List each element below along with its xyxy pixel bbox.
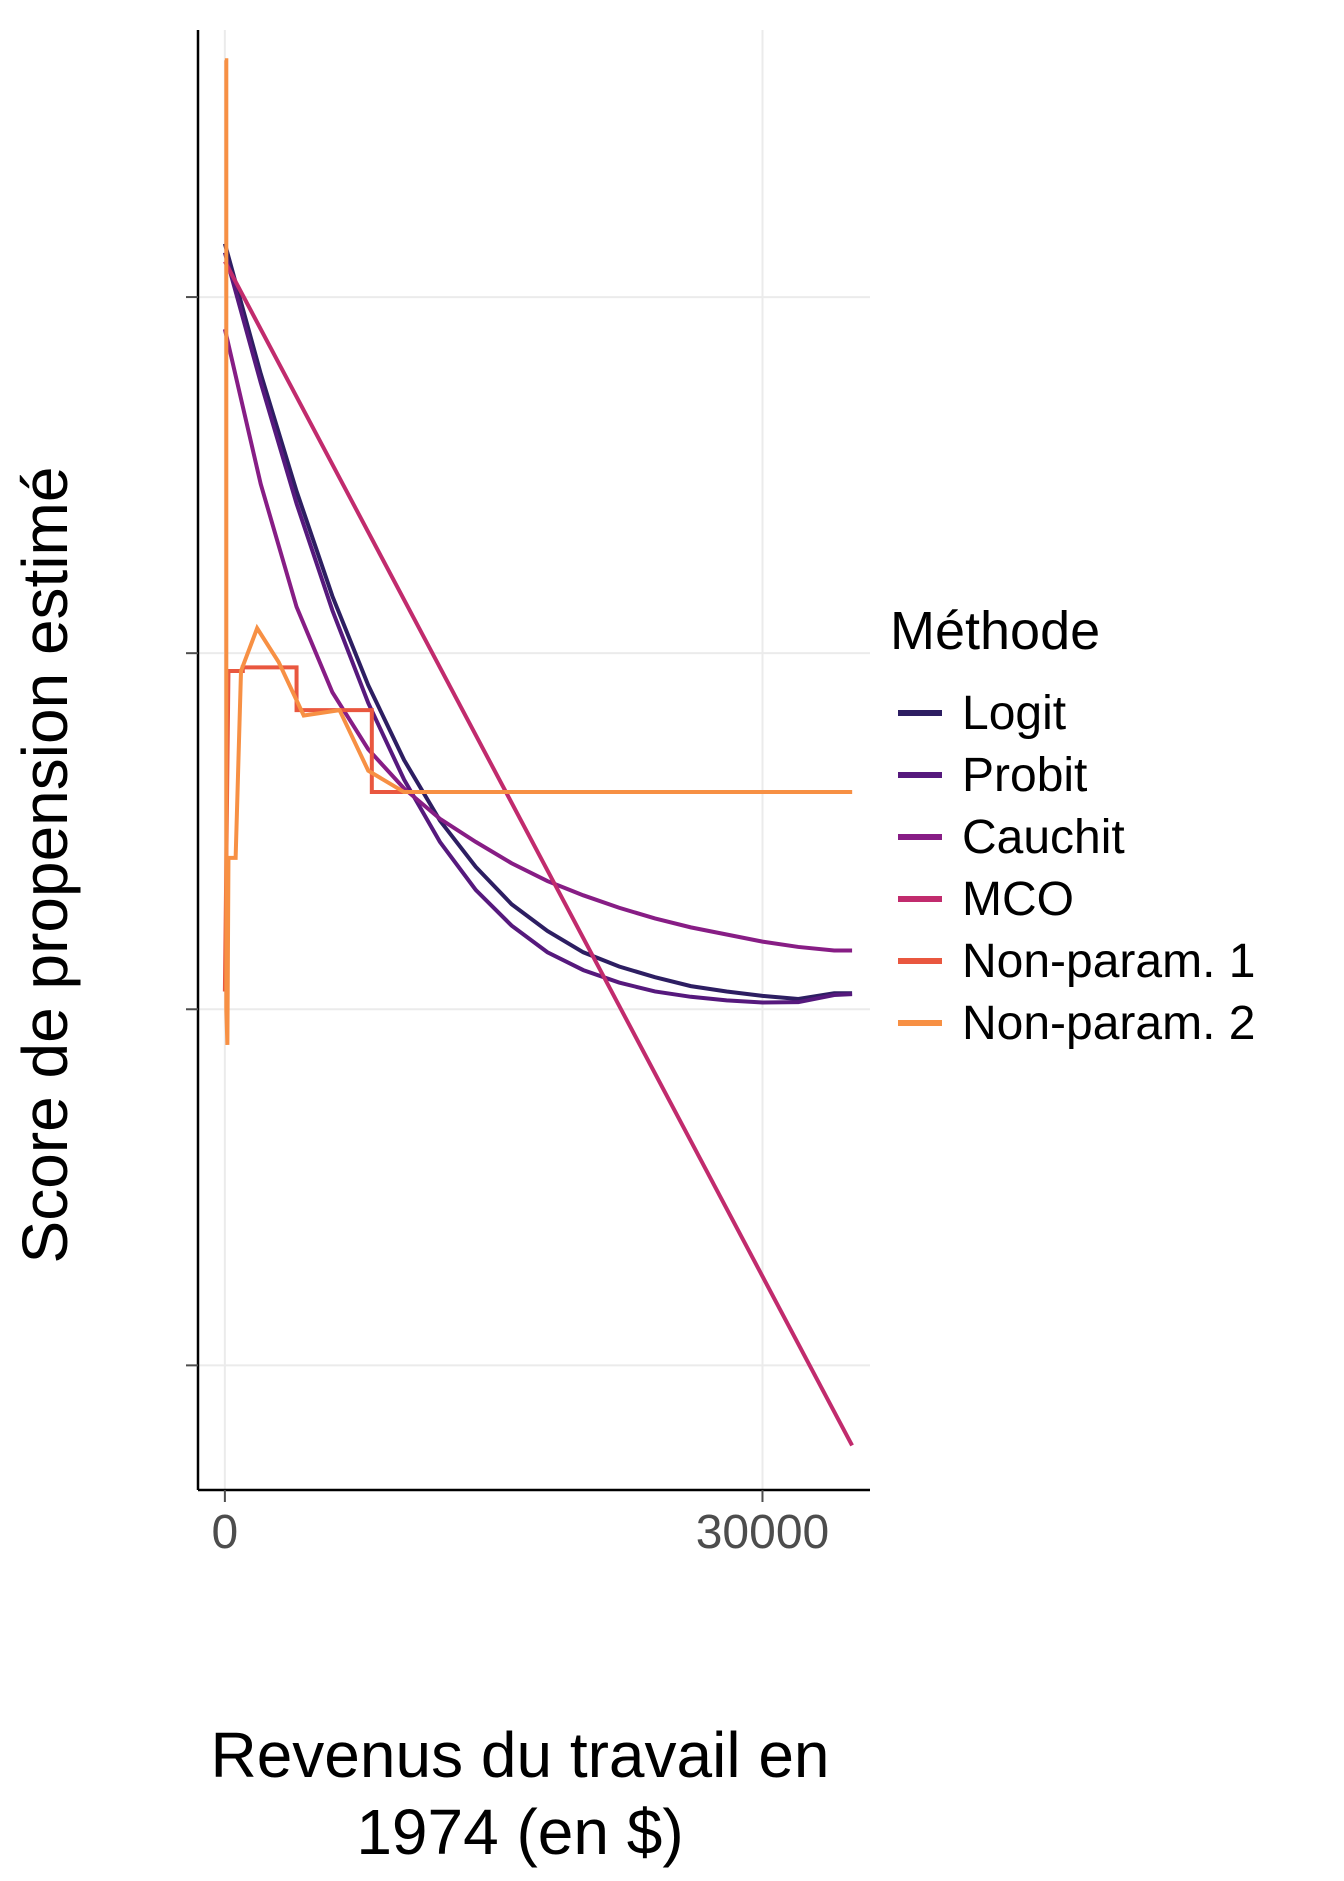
legend-title: Méthode: [890, 600, 1330, 662]
legend-swatch-icon: [890, 869, 950, 929]
legend-item-label: MCO: [962, 872, 1074, 927]
legend-item: Cauchit: [890, 806, 1330, 868]
legend-item-label: Non-param. 1: [962, 934, 1255, 989]
legend-item-label: Non-param. 2: [962, 996, 1255, 1051]
legend-swatch-icon: [890, 683, 950, 743]
legend: Méthode Logit Probit Cauchit MCO Non-param. …: [890, 600, 1330, 1054]
legend-item-label: Logit: [962, 686, 1066, 741]
legend-item-label: Cauchit: [962, 810, 1125, 865]
legend-swatch-icon: [890, 745, 950, 805]
legend-item: Logit: [890, 682, 1330, 744]
legend-swatch-icon: [890, 807, 950, 867]
legend-item-label: Probit: [962, 748, 1087, 803]
x-axis-label: Revenus du travail en 1974 (en $): [180, 1717, 860, 1871]
x-tick-label: 30000: [696, 1506, 829, 1559]
legend-item: Non-param. 1: [890, 930, 1330, 992]
chart-plot: 030000-20%0%20%40%: [180, 20, 880, 1570]
legend-item: Probit: [890, 744, 1330, 806]
y-axis-label: Score de propension estimé: [5, 90, 85, 1640]
legend-item: Non-param. 2: [890, 992, 1330, 1054]
legend-swatch-icon: [890, 931, 950, 991]
x-tick-label: 0: [212, 1506, 239, 1559]
legend-swatch-icon: [890, 993, 950, 1053]
legend-item: MCO: [890, 868, 1330, 930]
